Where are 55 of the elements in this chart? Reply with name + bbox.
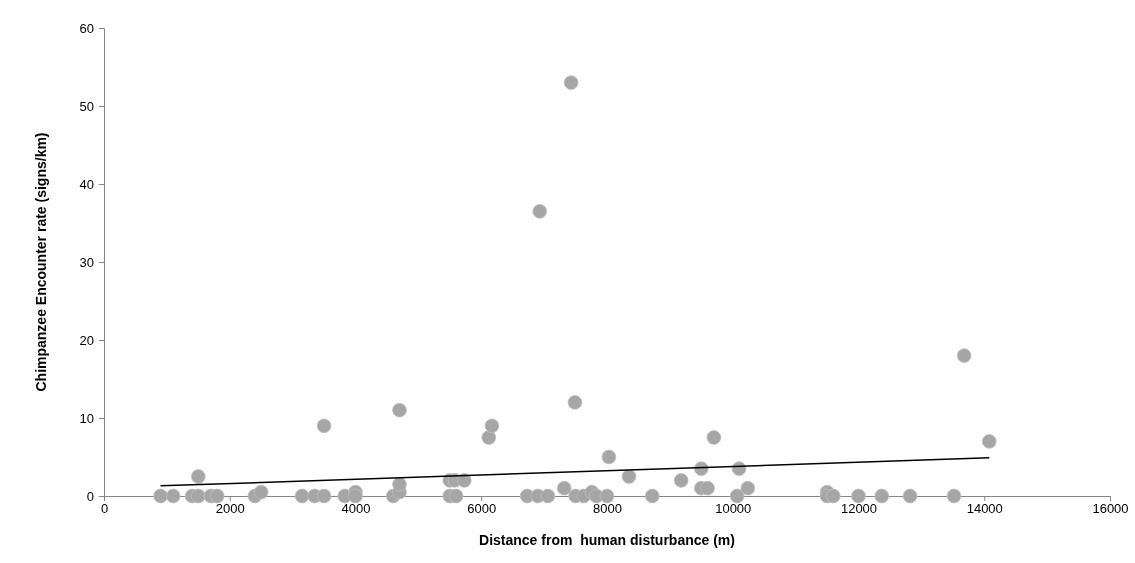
point [484, 418, 500, 434]
point [481, 430, 497, 445]
point [316, 488, 332, 504]
x-tick-label: 14000 [966, 501, 1003, 517]
point [165, 488, 181, 504]
y-tick-label: 40 [79, 176, 94, 192]
point [567, 395, 583, 410]
point [209, 488, 225, 504]
x-tick-label: 10000 [715, 501, 752, 517]
point [673, 473, 689, 488]
point [706, 430, 722, 445]
x-tick-label: 4000 [341, 501, 371, 517]
point [956, 348, 972, 363]
point [253, 484, 269, 500]
y-tick-label: 50 [79, 98, 94, 114]
point [981, 434, 997, 449]
point [191, 488, 206, 504]
x-axis-title: Distance from human disturbance (m) [479, 532, 735, 548]
point [532, 204, 548, 219]
point [826, 488, 841, 504]
x-tick-label: 6000 [467, 501, 497, 517]
point [392, 402, 407, 418]
y-tick-label: 60 [79, 20, 94, 36]
point [294, 488, 310, 504]
y-axis-title: Chimpanzee Encounter rate (signs/km) [33, 132, 49, 392]
point [851, 488, 866, 504]
x-tick-label: 2000 [215, 501, 245, 517]
point [392, 477, 407, 492]
point [700, 480, 715, 496]
point [902, 488, 918, 504]
point [644, 488, 660, 504]
y-tick-label: 30 [79, 254, 94, 270]
point [348, 488, 363, 504]
point [456, 473, 472, 488]
x-tick-label: 12000 [840, 501, 878, 517]
point [946, 488, 962, 504]
point [599, 488, 615, 504]
point [729, 488, 745, 504]
point [601, 449, 617, 465]
point [540, 488, 556, 504]
point [316, 418, 332, 434]
y-tick-label: 10 [79, 410, 94, 426]
point [740, 480, 756, 496]
point [191, 469, 206, 484]
y-tick-label: 0 [86, 488, 94, 504]
point [153, 488, 168, 504]
point [621, 469, 637, 484]
x-tick-label: 0 [100, 501, 109, 517]
point [448, 488, 464, 504]
y-tick-label: 20 [79, 332, 94, 348]
x-tick-label: 8000 [593, 501, 622, 517]
point [874, 488, 890, 504]
point [556, 480, 572, 496]
point [563, 75, 579, 90]
x-tick-label: 16000 [1092, 501, 1129, 517]
